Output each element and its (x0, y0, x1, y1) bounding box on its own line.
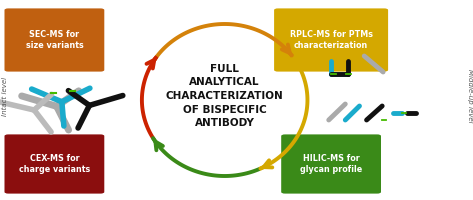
FancyBboxPatch shape (281, 134, 381, 194)
Text: CEX-MS for
charge variants: CEX-MS for charge variants (19, 154, 90, 174)
FancyBboxPatch shape (5, 8, 104, 72)
Text: FULL
ANALYTICAL
CHARACTERIZATION
OF BISPECIFIC
ANTIBODY: FULL ANALYTICAL CHARACTERIZATION OF BISP… (166, 64, 283, 128)
FancyBboxPatch shape (274, 8, 388, 72)
Text: Middle-up level: Middle-up level (467, 69, 473, 123)
FancyBboxPatch shape (5, 134, 104, 194)
Text: Intact level: Intact level (2, 76, 8, 116)
Text: HILIC-MS for
glycan profile: HILIC-MS for glycan profile (300, 154, 362, 174)
Text: SEC-MS for
size variants: SEC-MS for size variants (26, 30, 83, 50)
Text: RPLC-MS for PTMs
characterization: RPLC-MS for PTMs characterization (289, 30, 373, 50)
